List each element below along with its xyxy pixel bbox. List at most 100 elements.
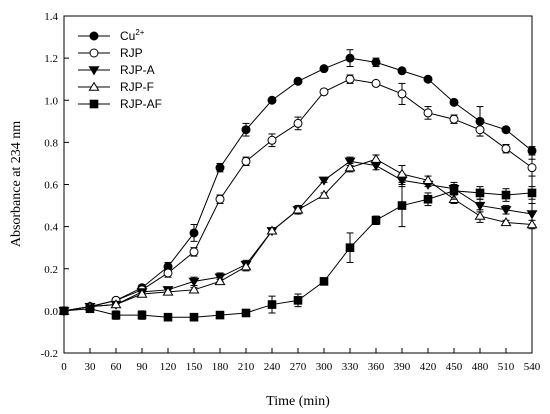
data-point: [189, 247, 199, 257]
legend: Cu2+ RJP RJP-A RJP-F RJP-AF: [78, 28, 162, 111]
data-point: [293, 76, 303, 86]
legend-label: RJP: [120, 46, 143, 60]
data-point: [214, 276, 226, 286]
x-tick-label: 510: [498, 361, 515, 373]
data-point: [267, 135, 277, 145]
data-point: [501, 125, 511, 135]
data-point: [475, 188, 485, 198]
data-point: [345, 53, 355, 63]
series-layer: [58, 49, 538, 322]
y-tick-label: 0.6: [44, 180, 58, 192]
y-tick-label: 0.2: [44, 264, 58, 276]
data-point: [371, 216, 381, 225]
legend-label-text: Cu: [120, 29, 135, 43]
data-point: [163, 268, 173, 278]
x-tick-label: 150: [186, 361, 203, 373]
data-point: [136, 288, 148, 298]
y-tick-label: 0.8: [44, 137, 58, 149]
series-rjp-af: [59, 181, 537, 322]
legend-label-text: RJP-A: [120, 63, 155, 77]
data-point: [188, 277, 200, 287]
data-point: [474, 201, 486, 211]
x-tick-label: 330: [342, 361, 359, 373]
data-point: [397, 89, 407, 99]
axis-ticks: 0 30 60 90 120 150 180 210 240 270 300 330 360 390 420…: [41, 11, 541, 373]
x-tick-label: 450: [446, 361, 463, 373]
data-point: [370, 153, 382, 163]
x-tick-label: 270: [290, 361, 307, 373]
data-point: [189, 228, 199, 238]
data-point: [318, 189, 330, 199]
data-point: [266, 225, 278, 235]
y-tick-label: -0.2: [41, 348, 58, 360]
data-point: [371, 57, 381, 67]
x-tick-label: 30: [85, 361, 97, 373]
x-tick-label: 540: [524, 361, 541, 373]
legend-label-text: RJP: [120, 46, 143, 60]
data-point: [215, 163, 225, 173]
data-point: [110, 299, 122, 309]
data-point: [241, 308, 251, 318]
data-point: [397, 201, 407, 210]
series-line: [63, 158, 533, 312]
data-point: [449, 97, 459, 107]
data-point: [527, 163, 537, 173]
x-tick-label: 420: [420, 361, 437, 373]
data-point: [422, 174, 434, 184]
x-tick-label: 180: [212, 361, 229, 373]
data-point: [292, 204, 304, 214]
data-point: [371, 78, 381, 88]
data-point: [111, 310, 121, 320]
legend-marker: [88, 66, 100, 76]
legend-item: RJP-A: [78, 63, 155, 77]
data-point: [449, 186, 459, 196]
legend-item: RJP: [78, 46, 143, 60]
data-point: [85, 304, 95, 314]
data-point: [215, 194, 225, 204]
legend-label-text: RJP-AF: [120, 97, 162, 111]
series-line: [63, 78, 533, 312]
data-point: [59, 306, 69, 316]
data-point: [423, 74, 433, 84]
legend-marker: [89, 31, 99, 41]
data-point: [344, 162, 356, 172]
legend-item: RJP-AF: [78, 97, 162, 111]
data-point: [500, 206, 512, 216]
legend-marker: [89, 48, 99, 58]
data-point: [188, 284, 200, 294]
data-point: [293, 296, 303, 305]
data-point: [526, 219, 538, 229]
data-point: [449, 114, 459, 124]
y-axis-label: Absorbance at 234 nm: [9, 121, 24, 247]
x-tick-label: 240: [264, 361, 281, 373]
data-point: [526, 210, 538, 220]
x-tick-label: 90: [137, 361, 149, 373]
data-point: [345, 74, 355, 84]
legend-marker: [89, 99, 99, 109]
data-point: [240, 261, 252, 271]
data-point: [423, 108, 433, 118]
x-tick-label: 0: [61, 361, 67, 373]
data-point: [474, 210, 486, 220]
x-tick-label: 480: [472, 361, 489, 373]
data-point: [423, 194, 433, 204]
data-point: [163, 312, 173, 322]
data-point: [241, 156, 251, 166]
data-point: [137, 310, 147, 320]
legend-label: RJP-F: [120, 80, 154, 94]
x-tick-label: 120: [160, 361, 177, 373]
data-point: [475, 125, 485, 135]
legend-item: Cu2+: [78, 28, 145, 43]
data-point: [397, 66, 407, 76]
data-point: [501, 190, 511, 200]
data-point: [293, 118, 303, 128]
legend-item: RJP-F: [78, 80, 154, 94]
data-point: [241, 125, 251, 135]
data-point: [345, 243, 355, 252]
y-tick-label: 0.0: [44, 306, 58, 318]
series-rjp-f: [58, 153, 538, 315]
y-tick-label: 1.2: [44, 53, 58, 65]
legend-label-text: RJP-F: [120, 80, 154, 94]
legend-label: Cu2+: [120, 28, 145, 43]
